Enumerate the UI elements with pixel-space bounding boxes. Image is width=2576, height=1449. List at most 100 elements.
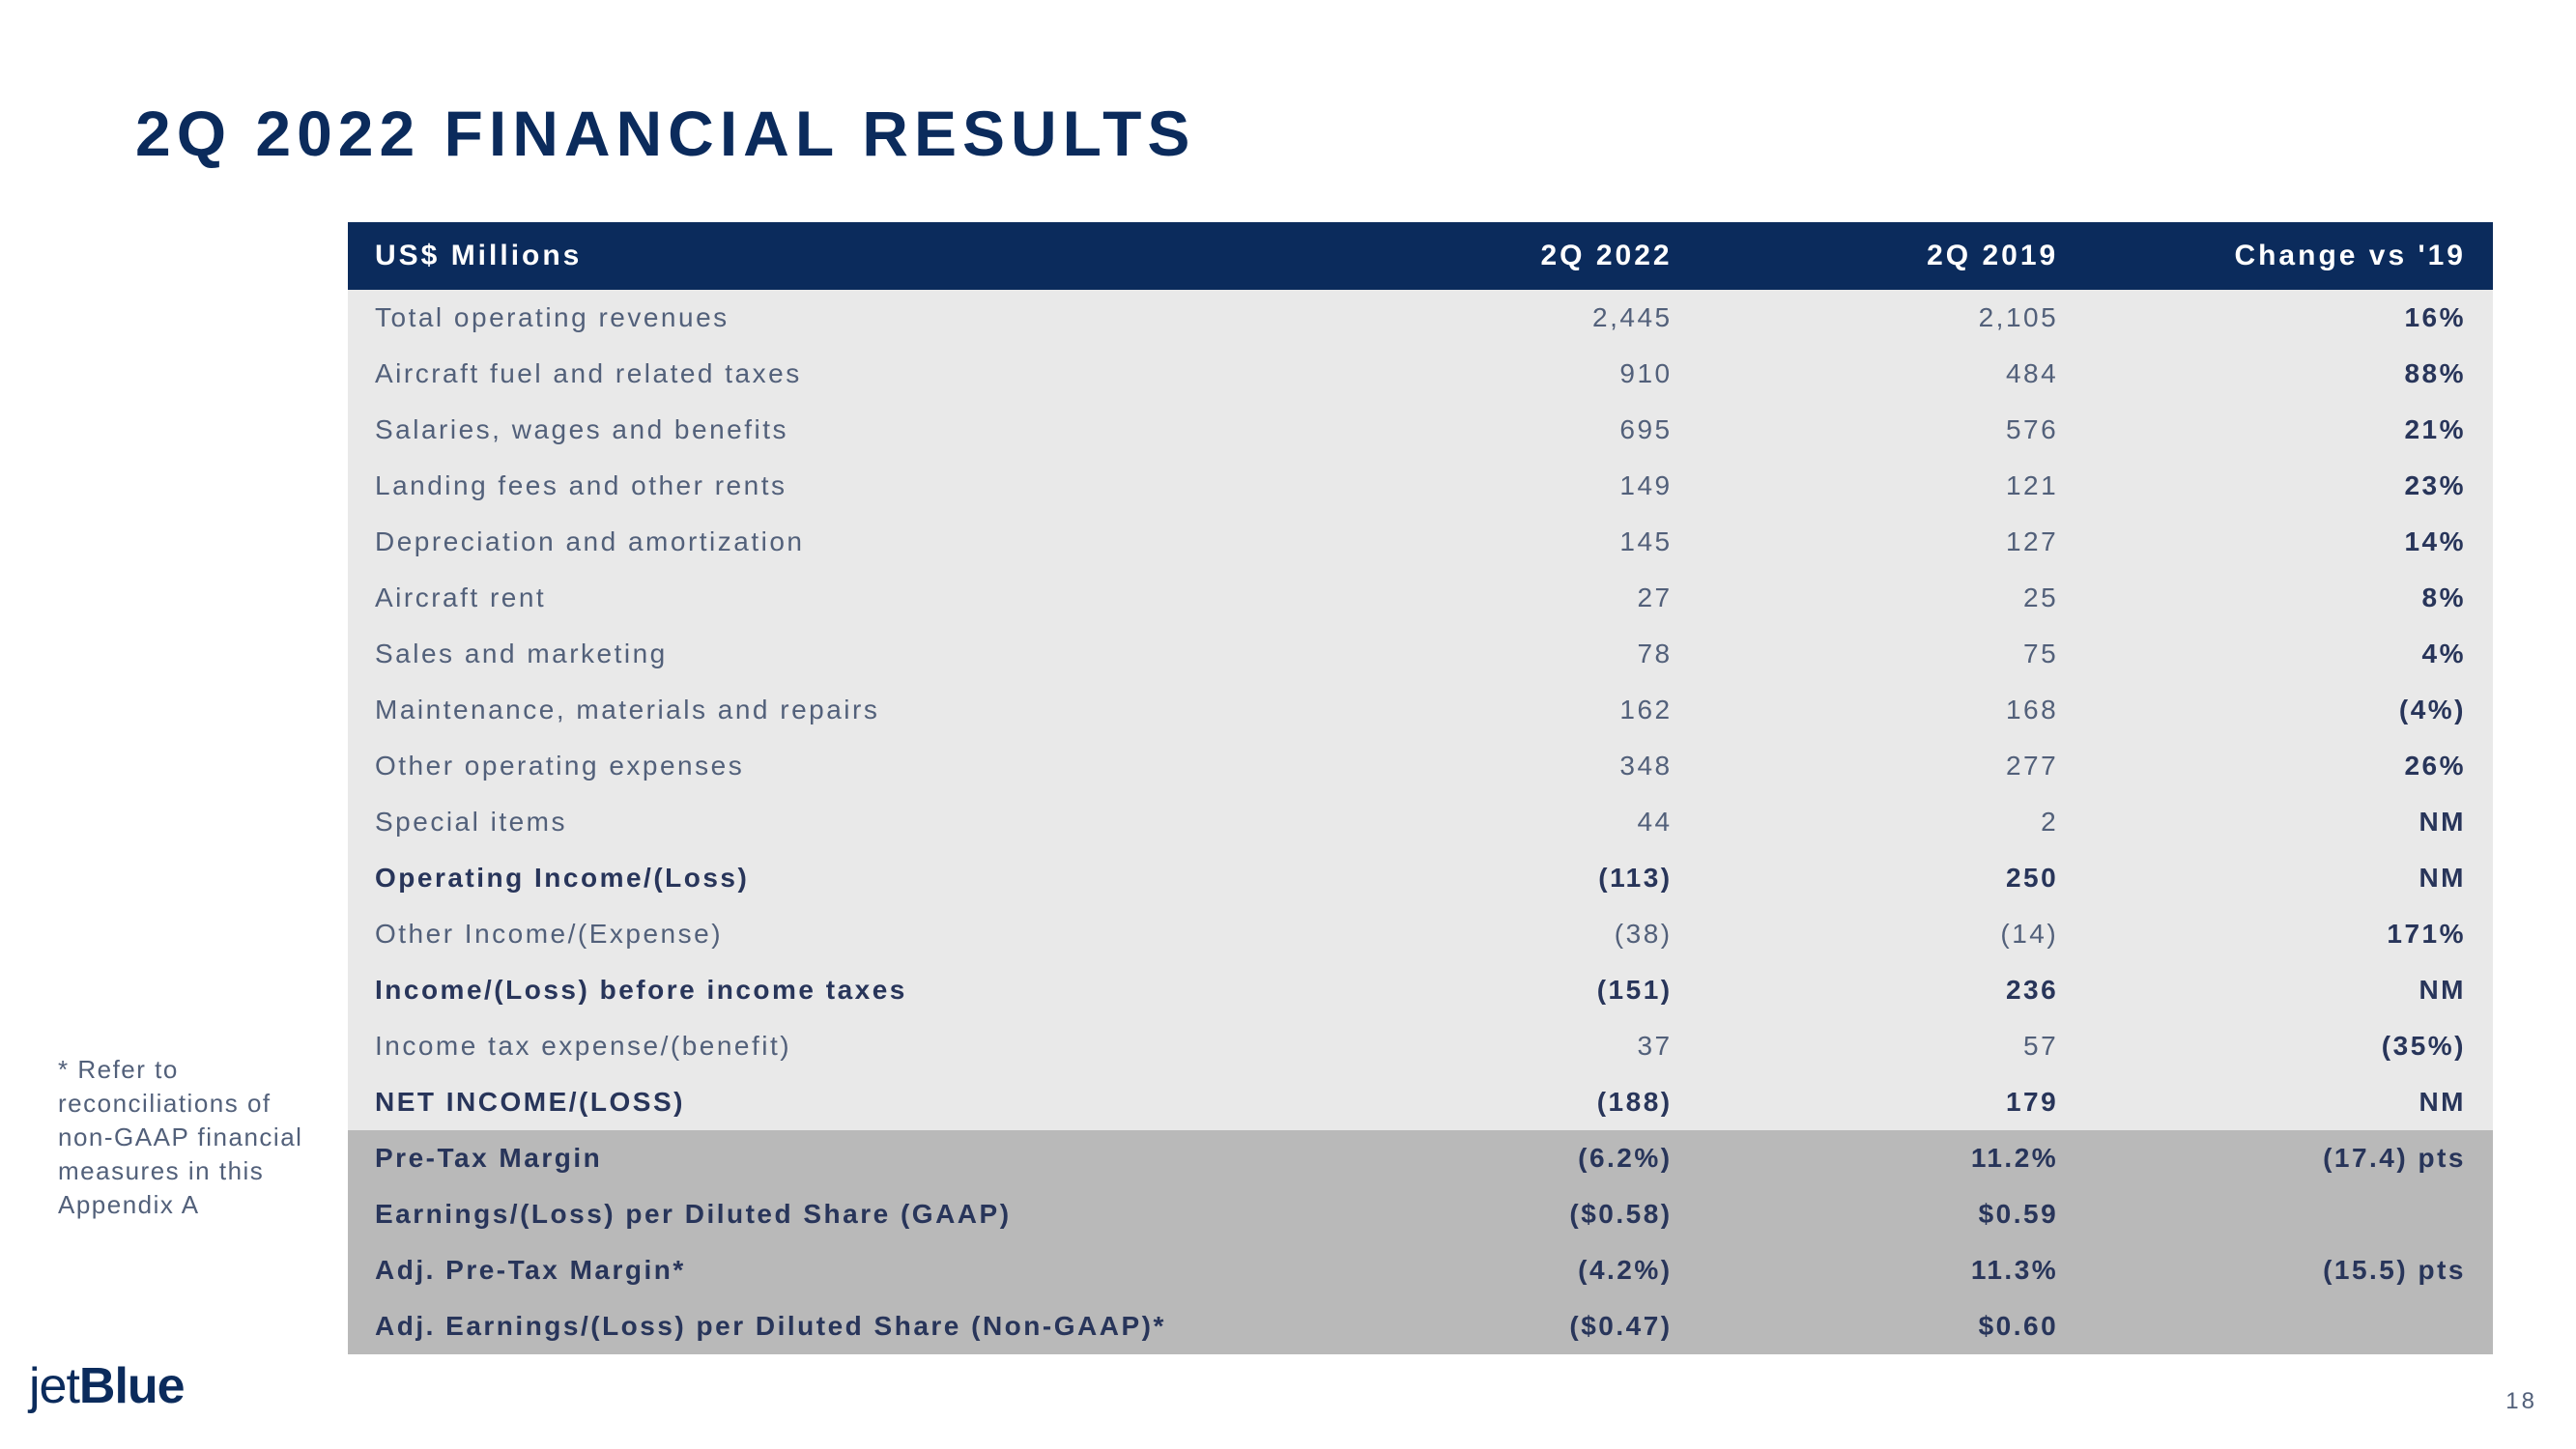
row-value: ($0.58)	[1313, 1186, 1700, 1242]
row-value: (151)	[1313, 962, 1700, 1018]
row-value: 2	[1700, 794, 2086, 850]
row-label: Income tax expense/(benefit)	[348, 1018, 1313, 1074]
header-2q2019: 2Q 2019	[1700, 222, 2086, 290]
row-change: 23%	[2085, 458, 2493, 514]
row-value: 127	[1700, 514, 2086, 570]
row-label: Aircraft fuel and related taxes	[348, 346, 1313, 402]
row-change: (15.5) pts	[2085, 1242, 2493, 1298]
row-change: (4%)	[2085, 682, 2493, 738]
row-value: 2,445	[1313, 290, 1700, 346]
row-change: 21%	[2085, 402, 2493, 458]
row-label: Adj. Earnings/(Loss) per Diluted Share (…	[348, 1298, 1313, 1354]
table-row: Operating Income/(Loss)(113)250NM	[348, 850, 2493, 906]
row-value: 25	[1700, 570, 2086, 626]
row-label: Sales and marketing	[348, 626, 1313, 682]
row-change: 171%	[2085, 906, 2493, 962]
logo-part-blue: Blue	[79, 1358, 185, 1414]
table-row: Total operating revenues2,4452,10516%	[348, 290, 2493, 346]
slide-title: 2Q 2022 FINANCIAL RESULTS	[135, 97, 1195, 170]
table-row: Adj. Earnings/(Loss) per Diluted Share (…	[348, 1298, 2493, 1354]
table-row: Maintenance, materials and repairs162168…	[348, 682, 2493, 738]
row-value: (113)	[1313, 850, 1700, 906]
row-label: Pre-Tax Margin	[348, 1130, 1313, 1186]
table-row: Earnings/(Loss) per Diluted Share (GAAP)…	[348, 1186, 2493, 1242]
row-value: 695	[1313, 402, 1700, 458]
row-value: 145	[1313, 514, 1700, 570]
table-row: Aircraft rent27258%	[348, 570, 2493, 626]
table-row: Special items442NM	[348, 794, 2493, 850]
row-label: Aircraft rent	[348, 570, 1313, 626]
row-value: 78	[1313, 626, 1700, 682]
row-value: 57	[1700, 1018, 2086, 1074]
row-label: NET INCOME/(LOSS)	[348, 1074, 1313, 1130]
row-change: (17.4) pts	[2085, 1130, 2493, 1186]
table-row: Landing fees and other rents14912123%	[348, 458, 2493, 514]
row-value: 11.3%	[1700, 1242, 2086, 1298]
row-label: Adj. Pre-Tax Margin*	[348, 1242, 1313, 1298]
row-label: Total operating revenues	[348, 290, 1313, 346]
row-label: Other operating expenses	[348, 738, 1313, 794]
header-change: Change vs '19	[2085, 222, 2493, 290]
table-row: Income/(Loss) before income taxes(151)23…	[348, 962, 2493, 1018]
row-change: 14%	[2085, 514, 2493, 570]
header-2q2022: 2Q 2022	[1313, 222, 1700, 290]
row-change: NM	[2085, 794, 2493, 850]
page-number: 18	[2505, 1388, 2537, 1415]
table-row: Depreciation and amortization14512714%	[348, 514, 2493, 570]
row-value: $0.60	[1700, 1298, 2086, 1354]
row-value: 179	[1700, 1074, 2086, 1130]
row-value: 348	[1313, 738, 1700, 794]
row-value: 27	[1313, 570, 1700, 626]
row-value: 44	[1313, 794, 1700, 850]
row-value: 121	[1700, 458, 2086, 514]
row-change: 88%	[2085, 346, 2493, 402]
row-value: 277	[1700, 738, 2086, 794]
row-value: 2,105	[1700, 290, 2086, 346]
row-change: 26%	[2085, 738, 2493, 794]
row-value: 75	[1700, 626, 2086, 682]
row-change	[2085, 1186, 2493, 1242]
table-row: Adj. Pre-Tax Margin*(4.2%)11.3%(15.5) pt…	[348, 1242, 2493, 1298]
row-value: $0.59	[1700, 1186, 2086, 1242]
table-row: Sales and marketing78754%	[348, 626, 2493, 682]
row-value: (4.2%)	[1313, 1242, 1700, 1298]
row-value: 910	[1313, 346, 1700, 402]
row-label: Special items	[348, 794, 1313, 850]
row-value: 37	[1313, 1018, 1700, 1074]
row-value: 168	[1700, 682, 2086, 738]
table-row: Pre-Tax Margin(6.2%)11.2%(17.4) pts	[348, 1130, 2493, 1186]
row-label: Income/(Loss) before income taxes	[348, 962, 1313, 1018]
table-row: Other operating expenses34827726%	[348, 738, 2493, 794]
table-row: NET INCOME/(LOSS)(188)179NM	[348, 1074, 2493, 1130]
row-change: 16%	[2085, 290, 2493, 346]
table-row: Other Income/(Expense)(38)(14)171%	[348, 906, 2493, 962]
logo-part-jet: jet	[29, 1358, 79, 1414]
row-value: 162	[1313, 682, 1700, 738]
row-value: 11.2%	[1700, 1130, 2086, 1186]
row-value: 149	[1313, 458, 1700, 514]
row-value: ($0.47)	[1313, 1298, 1700, 1354]
row-change: (35%)	[2085, 1018, 2493, 1074]
row-label: Depreciation and amortization	[348, 514, 1313, 570]
table-row: Aircraft fuel and related taxes91048488%	[348, 346, 2493, 402]
row-value: 484	[1700, 346, 2086, 402]
footnote-text: * Refer to reconciliations of non-GAAP f…	[58, 1053, 329, 1222]
row-change: NM	[2085, 1074, 2493, 1130]
row-value: 236	[1700, 962, 2086, 1018]
row-label: Earnings/(Loss) per Diluted Share (GAAP)	[348, 1186, 1313, 1242]
header-label: US$ Millions	[348, 222, 1313, 290]
table-row: Income tax expense/(benefit)3757(35%)	[348, 1018, 2493, 1074]
jetblue-logo: jetBlue	[29, 1357, 185, 1415]
row-value: 576	[1700, 402, 2086, 458]
table-row: Salaries, wages and benefits69557621%	[348, 402, 2493, 458]
row-change: 4%	[2085, 626, 2493, 682]
table-header-row: US$ Millions 2Q 2022 2Q 2019 Change vs '…	[348, 222, 2493, 290]
row-change	[2085, 1298, 2493, 1354]
row-value: (14)	[1700, 906, 2086, 962]
row-value: (6.2%)	[1313, 1130, 1700, 1186]
row-label: Maintenance, materials and repairs	[348, 682, 1313, 738]
row-label: Landing fees and other rents	[348, 458, 1313, 514]
financial-results-table: US$ Millions 2Q 2022 2Q 2019 Change vs '…	[348, 222, 2493, 1354]
row-change: 8%	[2085, 570, 2493, 626]
row-label: Other Income/(Expense)	[348, 906, 1313, 962]
